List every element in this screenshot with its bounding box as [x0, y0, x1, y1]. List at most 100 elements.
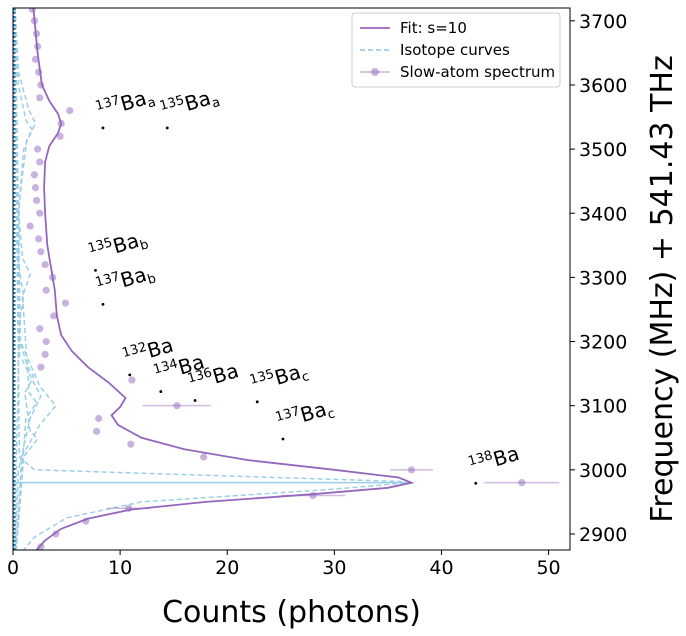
- data-point-marker: [37, 363, 45, 371]
- data-point: [37, 363, 45, 371]
- data-point: [390, 466, 433, 474]
- data-point: [37, 248, 45, 256]
- data-point: [61, 299, 70, 307]
- legend-entry-fit: Fit: s=10: [360, 19, 467, 37]
- peak-marker-dot: [101, 302, 105, 306]
- data-point-marker: [61, 299, 70, 307]
- data-point-marker: [37, 81, 45, 89]
- peak-label-element: Ba: [210, 358, 242, 388]
- peak-label-mass: 136: [186, 365, 214, 386]
- peak-label-mass: 137: [274, 404, 302, 425]
- data-point-marker: [49, 273, 57, 281]
- data-point: [36, 325, 44, 333]
- y-tick-label: 3400: [579, 203, 627, 225]
- data-point: [200, 453, 208, 461]
- peak-marker-dot: [193, 399, 197, 402]
- y-tick-label: 3600: [579, 75, 627, 97]
- data-point: [82, 517, 90, 525]
- peak-marker-dot: [165, 126, 169, 130]
- data-point-marker: [518, 479, 526, 487]
- data-point-marker: [36, 158, 44, 166]
- data-point: [30, 171, 39, 179]
- peak-label-element: Ba: [182, 86, 214, 116]
- peak-marker-dot: [255, 400, 259, 404]
- data-point-marker: [32, 196, 41, 205]
- peak-label-element: Ba: [118, 86, 150, 116]
- data-point-marker: [95, 414, 103, 423]
- data-point: [42, 286, 50, 294]
- data-point-marker: [57, 119, 65, 128]
- peak-label-element: Ba: [110, 228, 142, 258]
- peak-marker-dot: [281, 437, 285, 441]
- legend-box: [351, 12, 561, 88]
- x-tick-label: 20: [215, 557, 239, 579]
- peak-annotation: 135Bab: [86, 228, 150, 272]
- data-point-marker: [30, 171, 39, 179]
- data-point: [56, 132, 64, 140]
- peak-label-mass: 137: [94, 93, 122, 114]
- peak-label-sub: a: [210, 95, 222, 112]
- data-point-marker: [50, 312, 58, 320]
- data-point-marker: [31, 183, 40, 192]
- legend-entry-isotope: Isotope curves: [360, 41, 510, 59]
- peak-label-sub: c: [300, 369, 311, 385]
- legend-label-isotope: Isotope curves: [400, 41, 510, 59]
- peak-marker-dot: [159, 390, 163, 393]
- peak-label: 138Ba: [467, 441, 522, 478]
- peak-annotation: 135Baa: [158, 86, 222, 130]
- legend-label-fit: Fit: s=10: [400, 19, 467, 37]
- peak-annotation: 135Bac: [248, 360, 311, 404]
- data-point: [92, 427, 101, 435]
- data-point: [34, 42, 42, 51]
- data-point: [34, 145, 42, 153]
- peak-annotation: 137Bab: [94, 262, 158, 306]
- isotope-curve-4: [14, 8, 37, 550]
- data-point-marker: [41, 350, 49, 358]
- y-tick-label: 3000: [579, 460, 627, 482]
- data-point: [31, 55, 40, 63]
- data-point: [36, 94, 44, 102]
- data-point: [36, 209, 44, 217]
- data-point-marker: [200, 453, 208, 461]
- data-point-marker: [31, 55, 40, 63]
- data-point: [32, 30, 41, 38]
- peak-marker-dot: [94, 268, 97, 272]
- data-points-layer: [26, 8, 560, 550]
- data-point-marker: [36, 209, 44, 217]
- peak-marker-dot: [128, 373, 132, 377]
- data-point-marker: [56, 132, 64, 140]
- x-tick-label: 50: [536, 557, 560, 579]
- peak-marker-dot: [474, 481, 478, 485]
- isotope-curve-5: [14, 8, 38, 550]
- legend-label-data: Slow-atom spectrum: [400, 63, 555, 81]
- peak-annotation: 137Baa: [94, 86, 158, 130]
- data-point-marker: [125, 504, 133, 512]
- data-point: [484, 479, 560, 487]
- data-point-marker: [37, 248, 45, 256]
- peak-label-mass: 138: [467, 448, 495, 469]
- data-point-marker: [35, 68, 43, 76]
- peak-label-sub: a: [146, 95, 158, 112]
- data-point: [52, 530, 60, 538]
- data-point: [42, 337, 50, 346]
- legend-swatch-data-marker: [371, 68, 379, 76]
- peak-label: 134Ba: [152, 349, 207, 386]
- peak-label-sub: c: [326, 406, 337, 422]
- data-point: [95, 414, 103, 423]
- peak-label-mass: 135: [86, 235, 114, 256]
- data-point-marker: [127, 440, 135, 448]
- data-point-marker: [34, 42, 42, 51]
- y-tick-label: 3300: [579, 267, 627, 289]
- data-point-marker: [42, 337, 50, 346]
- data-point-marker: [42, 286, 50, 294]
- data-point: [31, 183, 40, 192]
- x-tick-label: 0: [7, 557, 19, 579]
- y-axis-ticks: 2900 3000 3100 3200 3300 3400 3500 3600 3700: [570, 11, 627, 546]
- data-point-marker: [92, 427, 101, 435]
- data-point: [28, 8, 36, 13]
- peak-label-mass: 135: [158, 93, 186, 114]
- data-point: [37, 543, 45, 550]
- data-point: [26, 222, 34, 230]
- y-tick-label: 3500: [579, 139, 627, 161]
- peak-annotation: 138Ba: [467, 441, 522, 485]
